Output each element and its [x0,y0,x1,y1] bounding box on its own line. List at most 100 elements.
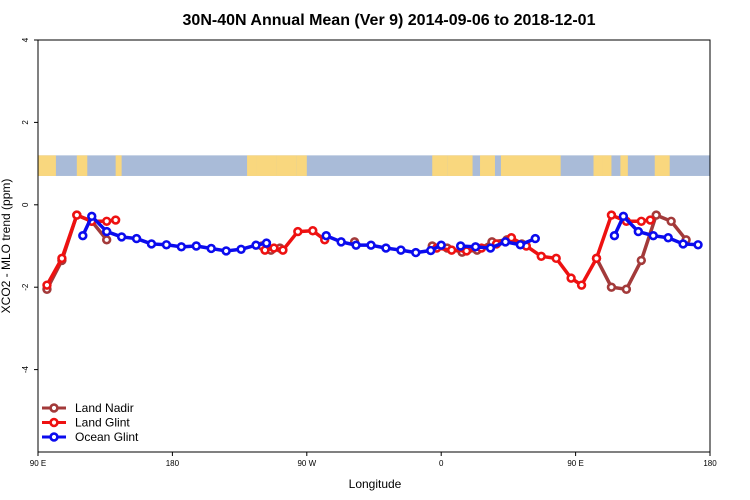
data-point [621,284,632,294]
data-point [366,240,376,250]
map-land [276,155,297,176]
data-point [101,226,112,237]
data-point [101,235,112,245]
data-point [606,210,617,220]
data-point [636,255,647,266]
legend-marker [49,432,59,442]
data-point [72,210,82,220]
data-point [530,233,540,244]
data-point [591,253,602,264]
data-point [269,243,279,253]
data-point [206,243,216,254]
data-point [411,247,421,258]
y-axis: 4 2 0 -2 -4 [21,37,38,373]
series-layer [42,210,703,294]
map-land [447,155,473,176]
data-point [261,238,272,248]
plot-frame [37,39,711,453]
data-point [260,245,270,255]
data-point [236,244,246,254]
data-point [131,233,142,244]
data-point [566,273,576,283]
data-point [485,243,496,253]
chart-title: 30N-40N Annual Mean (Ver 9) 2014-09-06 t… [183,12,596,29]
data-point [500,237,511,247]
data-point [551,253,561,264]
y-tick-label: 4 [21,37,30,42]
map-land [602,155,612,176]
series-ocean-glint [78,211,703,258]
data-point [666,216,676,226]
data-point [455,241,466,251]
series-line [45,213,109,291]
map-land [620,155,628,176]
map-land [256,155,277,176]
series-line [594,213,688,292]
data-point [78,231,88,241]
legend-label: Land Nadir [75,401,134,415]
x-tick-label: 180 [166,459,180,468]
y-tick-label: -2 [21,283,30,291]
x-axis: 90 E 180 90 W 0 90 E 180 [30,452,717,468]
map-land [38,155,56,176]
series-land-nadir [42,210,691,294]
data-point [515,240,526,250]
map-land [593,155,603,176]
data-point [663,233,673,243]
data-point [146,239,157,249]
data-point [57,253,67,264]
legend-marker [49,403,59,413]
data-point [161,240,172,250]
data-point [251,240,261,250]
map-land [76,155,88,176]
data-point [436,240,446,250]
data-point [381,243,391,253]
data-point [110,215,121,225]
legend-label: Ocean Glint [75,430,139,444]
map-land [432,155,448,176]
y-tick-label: -4 [21,365,30,373]
data-point [116,232,127,242]
data-point [176,242,187,252]
y-axis-label: XCO2 - MLO trend (ppm) [0,179,13,314]
data-point [678,239,688,249]
data-point [609,231,620,241]
legend-label: Land Glint [75,416,130,430]
x-axis-label: Longitude [349,477,402,491]
data-point [426,245,436,256]
map-land [247,155,257,176]
x-tick-label: 0 [439,459,444,468]
data-point [336,237,346,247]
data-point [87,211,97,222]
data-point [101,216,112,226]
map-land [500,155,561,176]
map-land [296,155,307,176]
data-point [293,226,303,237]
data-point [321,231,331,241]
data-point [470,242,481,252]
data-point [42,280,52,290]
data-point [351,240,361,250]
y-tick-label: 0 [21,202,30,207]
map-land [115,155,122,176]
world-map-strip [38,155,710,176]
data-point [636,216,647,226]
legend-marker [49,417,59,428]
x-tick-label: 180 [703,459,717,468]
data-point [221,246,231,256]
data-point [446,245,457,255]
data-point [576,280,587,290]
x-tick-label: 90 E [567,459,583,468]
data-point [506,233,517,243]
data-point [606,282,617,292]
data-point [536,251,546,261]
x-tick-label: 90 W [297,459,316,468]
data-point [648,231,658,241]
data-point [645,215,655,225]
data-point [693,240,703,250]
x-tick-label: 90 E [30,459,46,468]
map-land [654,155,670,176]
data-point [651,210,661,220]
